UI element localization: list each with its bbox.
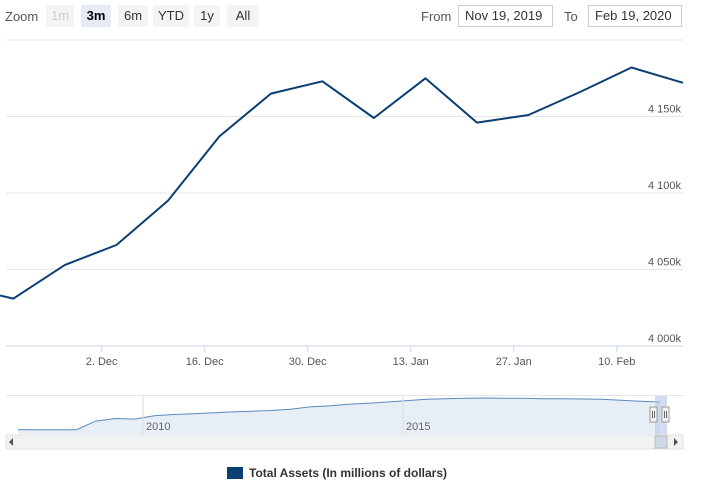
zoom-ytd-button[interactable]: YTD: [153, 5, 189, 27]
y-tick-label: 4 100k: [648, 180, 682, 192]
series-group: [0, 66, 685, 301]
legend-label: Total Assets (In millions of dollars): [249, 466, 448, 480]
data-point: [269, 92, 273, 96]
zoom-3m-button[interactable]: 3m: [81, 5, 111, 27]
x-tick-label: 13. Jan: [393, 356, 429, 368]
y-tick-label: 4 050k: [648, 257, 682, 269]
data-point: [114, 243, 118, 247]
navigator-area: [18, 398, 660, 434]
grid-lines: [6, 39, 683, 347]
data-point: [11, 297, 15, 301]
x-tick-label: 30. Dec: [289, 356, 327, 368]
y-tick-label: 4 150k: [648, 104, 682, 116]
zoom-label: Zoom: [5, 9, 39, 24]
x-axis: 2. Dec 16. Dec 30. Dec 13. Jan 27. Jan 10. Fe…: [6, 345, 683, 368]
scrollbar-thumb[interactable]: [654, 435, 668, 449]
y-axis: 4 000k 4 050k 4 100k 4 150k: [648, 104, 682, 346]
data-point: [527, 113, 531, 117]
navigator[interactable]: 2010 2015: [5, 395, 684, 450]
to-date-input[interactable]: Feb 19, 2020: [588, 5, 682, 27]
to-label: To: [564, 9, 578, 24]
scrollbar-track: [5, 434, 684, 450]
x-tick-label: 10. Feb: [598, 356, 635, 368]
navigator-handle[interactable]: [649, 406, 658, 423]
y-tick-label: 4 000k: [648, 333, 682, 345]
data-point: [423, 76, 427, 80]
data-point: [217, 134, 221, 138]
x-tick-label: 2. Dec: [86, 356, 118, 368]
data-point: [630, 66, 634, 70]
legend-item[interactable]: Total Assets (In millions of dollars): [227, 465, 447, 481]
legend-swatch: [227, 467, 243, 479]
from-date-input[interactable]: Nov 19, 2019: [458, 5, 553, 27]
data-point: [578, 90, 582, 94]
data-point: [372, 116, 376, 120]
navigator-line: [17, 397, 661, 431]
data-point: [320, 79, 324, 83]
data-point: [166, 199, 170, 203]
data-point: [475, 121, 479, 125]
navigator-handle[interactable]: [661, 406, 670, 423]
zoom-6m-button[interactable]: 6m: [118, 5, 148, 27]
data-point: [681, 81, 685, 85]
from-label: From: [421, 9, 452, 24]
x-tick-label: 16. Dec: [186, 356, 224, 368]
zoom-1y-button[interactable]: 1y: [194, 5, 220, 27]
scroll-right-arrow-icon[interactable]: [674, 438, 678, 446]
navigator-tick-label: 2015: [406, 421, 430, 433]
data-point: [63, 263, 67, 267]
scroll-left-arrow-icon[interactable]: [9, 438, 13, 446]
x-tick-label: 27. Jan: [496, 356, 532, 368]
navigator-tick-label: 2010: [146, 421, 170, 433]
series-line: [0, 66, 684, 300]
zoom-all-button[interactable]: All: [227, 5, 259, 27]
zoom-1m-button[interactable]: 1m: [46, 5, 74, 27]
